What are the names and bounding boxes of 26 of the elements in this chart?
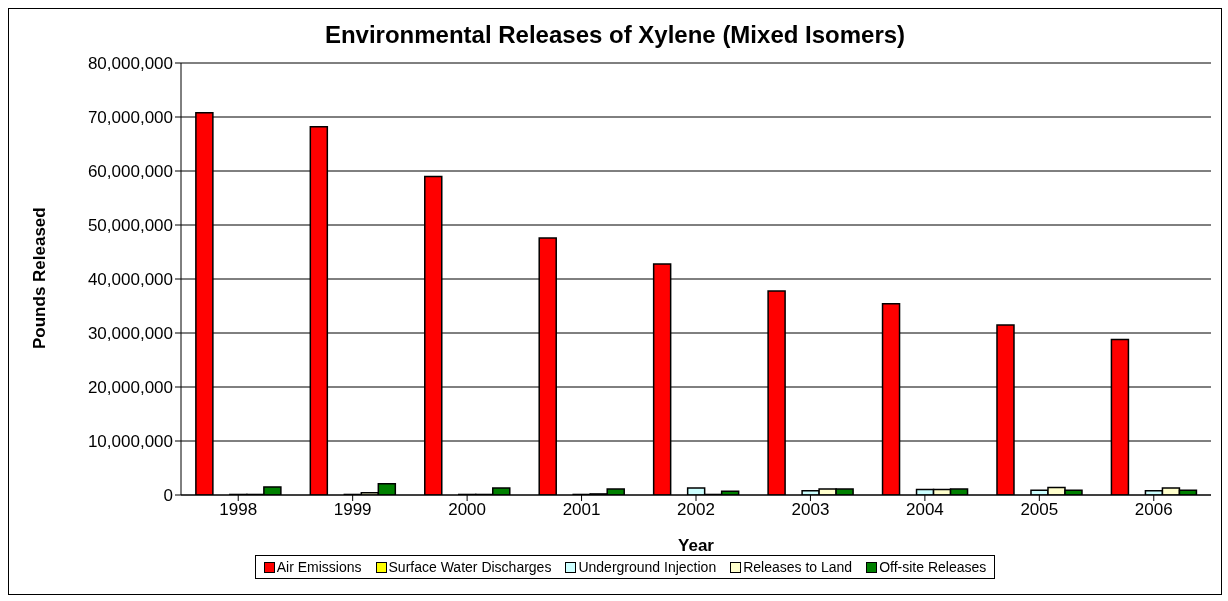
y-tick-label: 60,000,000 xyxy=(87,162,173,182)
legend-label: Underground Injection xyxy=(577,559,717,575)
y-tick-label: 20,000,000 xyxy=(87,378,173,398)
x-tick-label: 2002 xyxy=(677,500,715,520)
legend-label: Releases to Land xyxy=(742,559,853,575)
x-tick-label: 2006 xyxy=(1134,500,1173,520)
legend-label: Off-site Releases xyxy=(878,559,987,575)
y-tick-label: 10,000,000 xyxy=(87,432,173,452)
y-tick-label: 0 xyxy=(163,486,173,506)
x-tick-label: 1998 xyxy=(219,500,258,520)
x-axis-title: Year xyxy=(678,536,715,555)
legend-label: Surface Water Discharges xyxy=(387,559,552,575)
y-axis-title: Pounds Released xyxy=(30,207,50,349)
y-tick-label: 70,000,000 xyxy=(87,108,173,128)
x-tick-label: 1999 xyxy=(333,500,372,520)
y-tick-label: 40,000,000 xyxy=(87,270,173,290)
legend-label: Air Emissions xyxy=(275,559,362,575)
x-tick-label: 2001 xyxy=(562,500,601,520)
y-tick-label: 30,000,000 xyxy=(87,324,173,344)
x-tick-label: 2005 xyxy=(1020,500,1059,520)
x-tick-label: 2003 xyxy=(791,500,830,520)
y-tick-label: 50,000,000 xyxy=(87,216,173,236)
y-tick-label: 80,000,000 xyxy=(87,54,173,74)
chart-title: Environmental Releases of Xylene (Mixed Isomers) xyxy=(323,21,907,49)
x-tick-label: 2000 xyxy=(448,500,487,520)
x-tick-label: 2004 xyxy=(905,500,944,520)
